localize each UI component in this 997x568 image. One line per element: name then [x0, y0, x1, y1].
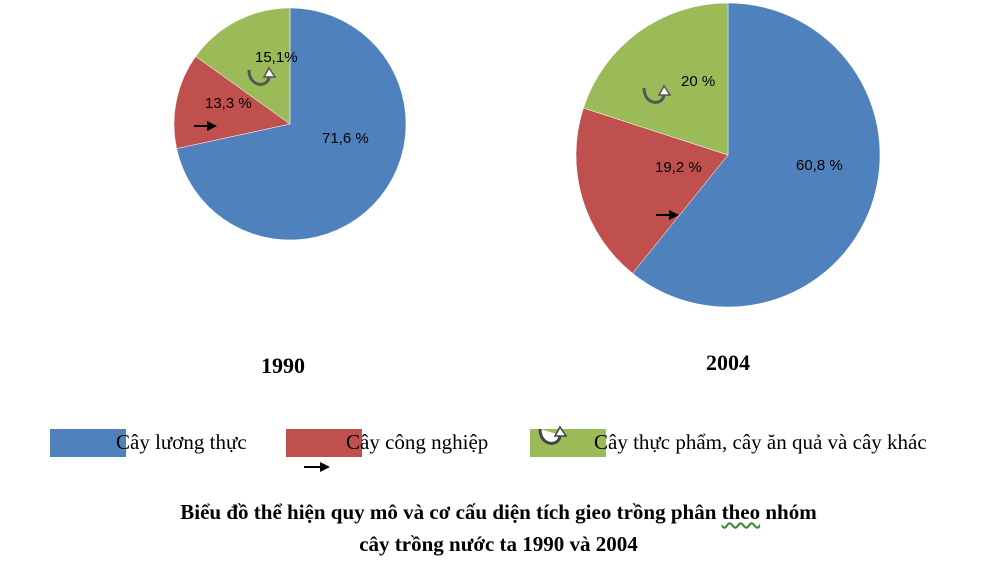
pie-slice-1990-food [176, 7, 407, 241]
pie-1990: 71,6 % 13,3 % 15,1% [173, 7, 407, 241]
pie-2004: 60,8 % 19,2 % 20 % [575, 2, 881, 308]
chart-caption-line-1: Biểu đồ thể hiện quy mô và cơ cấu diện t… [0, 500, 997, 525]
data-label-1990-food: 71,6 % [322, 130, 369, 147]
legend-label-industrial: Cây công nghiệp [346, 430, 489, 454]
legend: Cây lương thực Cây công nghiệp Cây thực … [0, 425, 997, 472]
curved-arrow-icon [538, 425, 568, 445]
pie-charts: 71,6 % 13,3 % 15,1% 60,8 % 19,2 % 20 % [173, 2, 881, 308]
year-label-2004: 2004 [706, 350, 750, 375]
legend-label-other: Cây thực phẩm, cây ăn quả và cây khác [594, 430, 927, 454]
year-label-1990: 1990 [261, 353, 305, 378]
curved-arrow-icon [247, 66, 277, 86]
data-label-2004-industrial: 19,2 % [655, 159, 702, 176]
right-arrow-icon [194, 121, 217, 131]
legend-swatch-food [50, 429, 126, 457]
pie-slice-2004-other [583, 2, 729, 156]
legend-swatch-industrial [286, 429, 362, 457]
caption-text-a: Biểu đồ thể hiện quy mô và cơ cấu diện t… [180, 500, 722, 524]
right-arrow-icon [304, 462, 330, 472]
data-label-1990-other: 15,1% [255, 49, 298, 66]
data-label-1990-industrial: 13,3 % [205, 95, 252, 112]
legend-label-food: Cây lương thực [116, 430, 247, 454]
curved-arrow-icon [642, 84, 672, 104]
data-label-2004-other: 20 % [681, 73, 715, 90]
data-label-2004-food: 60,8 % [796, 157, 843, 174]
caption-text-wavy: theo [721, 500, 761, 524]
right-arrow-icon [656, 210, 679, 220]
pie-slice-2004-industrial [575, 107, 729, 274]
pie-slice-2004-food [632, 2, 881, 308]
caption-text-b: nhóm [760, 500, 817, 524]
pie-slice-1990-other [195, 7, 291, 125]
chart-caption-line-2: cây trồng nước ta 1990 và 2004 [359, 532, 638, 556]
